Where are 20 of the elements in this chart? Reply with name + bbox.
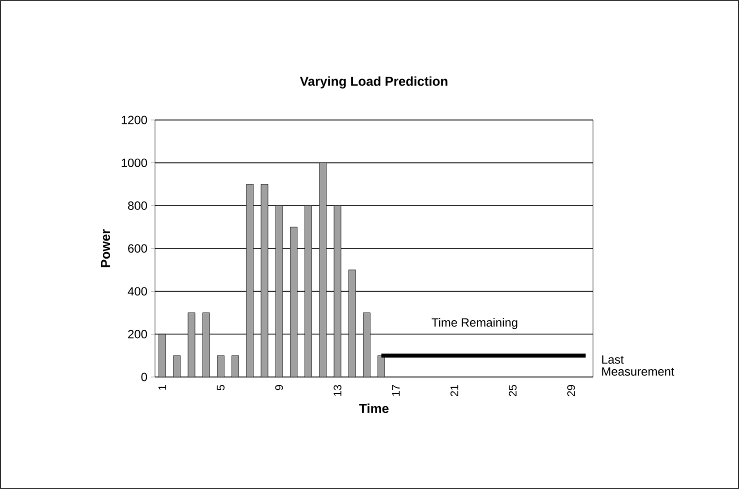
chart-title: Varying Load Prediction — [300, 76, 448, 88]
y-axis-title: Power — [101, 229, 110, 268]
y-tick-label: 400 — [128, 287, 148, 296]
annotation: Time Remaining — [432, 318, 518, 330]
y-tick-label: 600 — [128, 244, 148, 253]
x-tick-label: 1 — [158, 385, 166, 390]
y-tick-label: 1200 — [122, 116, 148, 124]
x-tick-label: 13 — [334, 384, 342, 396]
y-tick-label: 200 — [128, 330, 148, 338]
x-tick-label: 5 — [216, 384, 225, 390]
x-tick-label: 9 — [275, 385, 283, 390]
y-tick-label: 800 — [128, 201, 148, 210]
x-tick-label: 21 — [450, 385, 458, 396]
x-tick-label: 29 — [567, 385, 575, 396]
x-tick-label: 17 — [392, 385, 400, 396]
series-label: Last Measurement — [602, 355, 674, 376]
x-tick-label: 25 — [508, 384, 517, 396]
y-tick-label: 0 — [141, 372, 148, 382]
y-tick-label: 1000 — [122, 158, 148, 168]
x-axis-title: Time — [359, 404, 389, 414]
